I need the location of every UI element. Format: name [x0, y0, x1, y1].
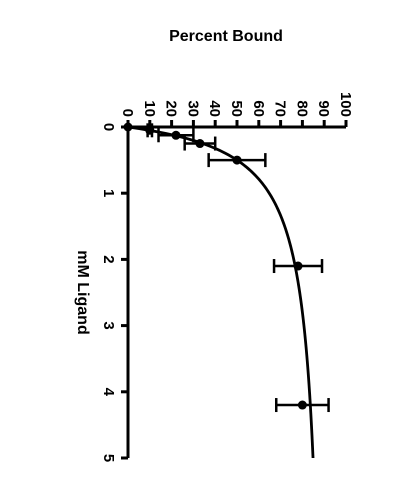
y-tick-label: 10 — [141, 100, 158, 117]
y-tick-label: 30 — [184, 100, 201, 117]
x-tick-label: 5 — [100, 454, 117, 462]
y-tick-label: 80 — [293, 100, 310, 117]
x-tick-label: 0 — [100, 123, 117, 131]
y-tick-label: 20 — [163, 100, 180, 117]
y-tick-label: 60 — [250, 100, 267, 117]
x-tick-label: 3 — [100, 321, 117, 329]
data-point-group — [123, 122, 307, 410]
fit-curve — [127, 125, 315, 459]
y-tick-group: 0 10 20 30 40 50 60 70 80 90 100 — [119, 92, 354, 127]
y-tick-label: 70 — [272, 100, 289, 117]
data-point — [297, 400, 307, 410]
y-tick-label: 100 — [337, 92, 354, 117]
data-point — [195, 139, 205, 149]
axes-group — [126, 125, 346, 458]
x-tick-label: 1 — [100, 189, 117, 197]
data-point — [171, 130, 181, 140]
x-axis-label: mM Ligand — [74, 250, 91, 334]
data-point — [293, 261, 303, 271]
x-tick-label: 2 — [100, 255, 117, 263]
y-tick-label: 50 — [228, 100, 245, 117]
x-tick-label: 4 — [100, 388, 117, 397]
y-tick-label: 0 — [119, 109, 136, 117]
y-tick-label: 40 — [206, 100, 223, 117]
y-tick-label: 90 — [315, 100, 332, 117]
data-point — [123, 122, 133, 132]
y-axis-label: Percent Bound — [169, 28, 283, 45]
x-tick-group: 0 1 2 3 4 5 — [100, 123, 128, 462]
data-point — [145, 125, 155, 135]
data-point — [232, 155, 242, 165]
